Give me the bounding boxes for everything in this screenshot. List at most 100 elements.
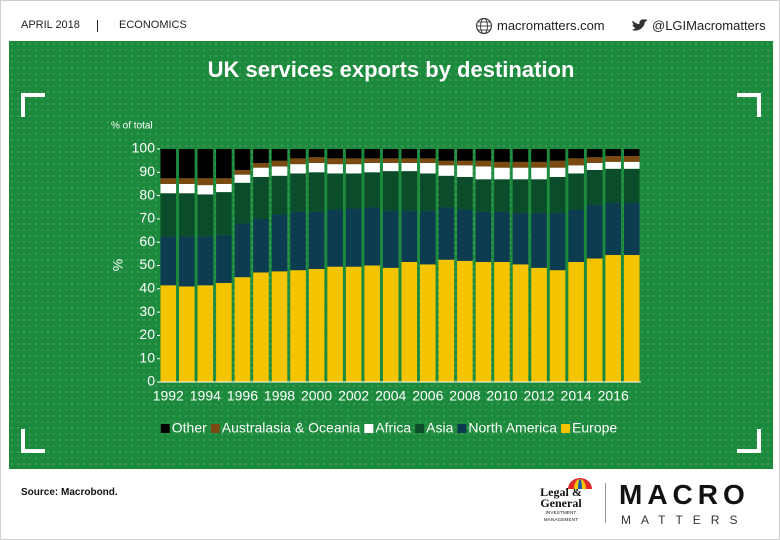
macro-logo: MACRO: [619, 479, 750, 510]
bar-segment: [197, 149, 214, 179]
y-tick-label: 80: [139, 186, 155, 202]
bar-segment: [382, 158, 399, 163]
header-website[interactable]: macromatters.com: [497, 18, 605, 33]
bar-segment: [308, 149, 325, 158]
bar-segment: [586, 258, 603, 382]
bar-segment: [568, 209, 584, 263]
bar-segment: [549, 149, 566, 161]
lgim-logo: Legal & General INVESTMENT MANAGEMENT: [529, 478, 593, 523]
bar-segment: [216, 282, 232, 382]
bar-segment: [568, 149, 584, 159]
bar-segment: [179, 286, 195, 382]
bar-segment: [549, 213, 566, 271]
bar-segment: [179, 149, 195, 179]
bar-segment: [475, 149, 492, 161]
legend-swatch: [364, 424, 374, 433]
bar-segment: [549, 270, 566, 382]
bar-segment: [401, 262, 418, 382]
bar-segment: [586, 149, 603, 158]
chart-title: UK services exports by destination: [208, 57, 575, 82]
x-tick-label: 2016: [598, 388, 629, 404]
lgim-name-2: General: [540, 496, 582, 510]
bar-segment: [494, 262, 510, 382]
bar-segment: [345, 208, 362, 267]
bar-segment: [364, 158, 380, 163]
bar-segment: [531, 213, 547, 268]
y-tick-label: 60: [139, 233, 155, 249]
bar-segment: [345, 164, 362, 174]
legend-label: Asia: [426, 420, 453, 436]
bar-segment: [160, 193, 177, 237]
bar-segment: [382, 171, 399, 211]
bar-segment: [457, 209, 473, 261]
legend-swatch: [457, 424, 467, 433]
bar-segment: [623, 255, 640, 382]
bar-segment: [160, 178, 177, 184]
bar-segment: [327, 149, 343, 159]
bar-segment: [531, 267, 547, 382]
bar-segment: [197, 236, 214, 286]
bar-segment: [290, 164, 306, 174]
bar-segment: [568, 165, 584, 174]
bar-segment: [586, 157, 603, 163]
bar-segment: [345, 173, 362, 209]
bar-segment: [234, 174, 251, 183]
bar-segment: [271, 271, 288, 382]
x-tick-label: 2004: [375, 388, 406, 404]
legend-swatch: [415, 424, 425, 433]
bar-segment: [179, 193, 195, 237]
bar-segment: [457, 149, 473, 161]
x-tick-label: 2008: [449, 388, 480, 404]
bar-segment: [327, 266, 343, 382]
bar-segment: [420, 173, 436, 211]
y-tick-label: 20: [139, 326, 155, 342]
corner: [21, 429, 45, 453]
bar-segment: [290, 158, 306, 165]
header-separator: [97, 20, 98, 32]
bar-segment: [531, 179, 547, 214]
bar-segment: [586, 162, 603, 170]
bar-segment: [290, 211, 306, 271]
legend-swatch: [210, 424, 220, 433]
matters-logo: MATTERS: [621, 513, 748, 527]
bar-segment: [568, 173, 584, 210]
bar-segment: [401, 158, 418, 163]
bar-segment: [253, 167, 269, 177]
bar-segment: [308, 162, 325, 173]
bar-segment: [494, 161, 510, 168]
x-tick-label: 2010: [486, 388, 517, 404]
x-tick-label: 2002: [338, 388, 369, 404]
legend-swatch: [160, 424, 170, 433]
bar-segment: [605, 202, 621, 256]
bar-segment: [549, 167, 566, 177]
legend-label: Australasia & Oceania: [222, 420, 361, 436]
bar-segment: [475, 211, 492, 263]
bar-segment: [308, 268, 325, 382]
bar-segment: [160, 183, 177, 194]
bar-segment: [216, 192, 232, 236]
header-twitter[interactable]: @LGIMacromatters: [652, 18, 766, 33]
bar-segment: [179, 183, 195, 194]
x-tick-label: 1998: [264, 388, 295, 404]
bar-segment: [271, 214, 288, 272]
header-section: ECONOMICS: [119, 19, 187, 31]
x-tick-label: 2006: [412, 388, 443, 404]
y-axis-label: %: [110, 259, 126, 271]
bar-segment: [401, 210, 418, 263]
bar-segment: [531, 149, 547, 162]
legend-label: Africa: [375, 420, 411, 436]
bar-segment: [549, 176, 566, 214]
bar-segment: [234, 277, 251, 382]
bar-segment: [512, 264, 529, 382]
bar-segment: [568, 262, 584, 382]
bar-segment: [586, 169, 603, 205]
footer-divider: [605, 483, 606, 523]
bar-segment: [234, 182, 251, 224]
y-tick-label: 70: [139, 210, 155, 226]
corner: [21, 93, 45, 117]
corner: [737, 93, 761, 117]
y-tick-label: 10: [139, 349, 155, 365]
bar-segment: [382, 267, 399, 382]
bar-segment: [512, 161, 529, 168]
bar-segment: [531, 167, 547, 180]
